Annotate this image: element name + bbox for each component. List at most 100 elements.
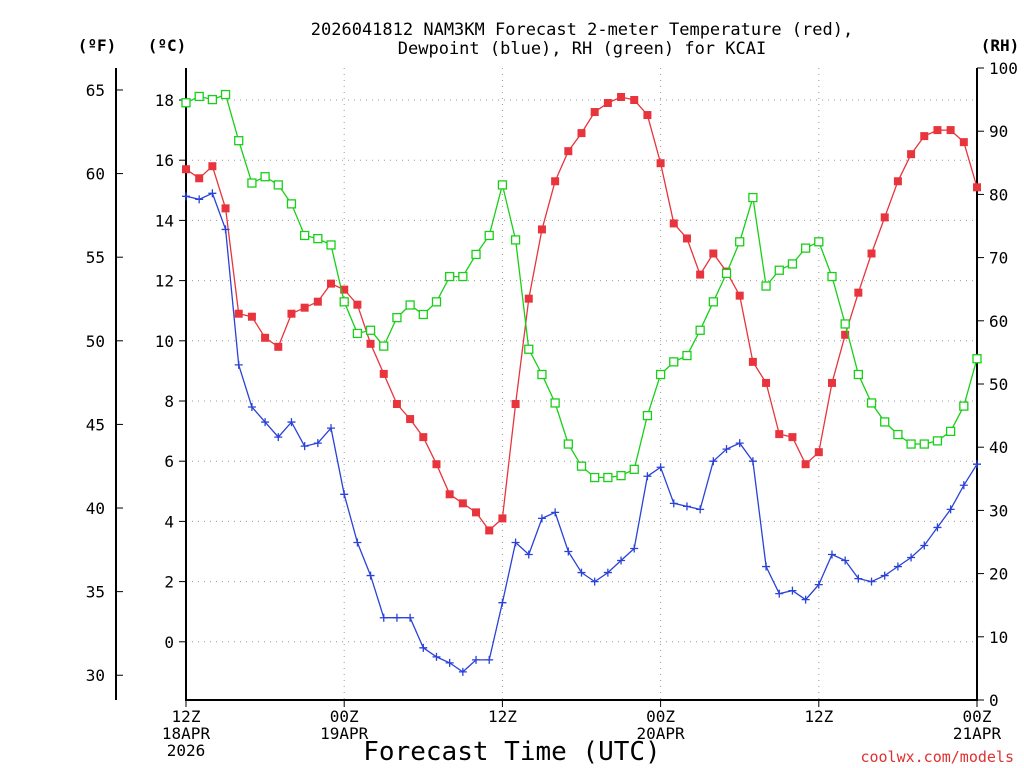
rh-point (853, 369, 863, 380)
rh-point (247, 178, 257, 188)
dewpoint-point (485, 655, 494, 664)
temperature-point (946, 126, 955, 135)
rh-point (748, 192, 758, 203)
dewpoint-point (682, 502, 691, 511)
dewpoint-point (551, 508, 560, 517)
rh-point (629, 464, 639, 474)
rh-tick-label: 0 (989, 691, 999, 710)
temperature-point (537, 225, 546, 234)
temperature-point (564, 147, 573, 156)
temperature-point (274, 342, 283, 351)
temperature-point (762, 378, 771, 387)
x-tick-label: 21APR (953, 724, 1002, 743)
temperature-point (709, 249, 718, 258)
rh-point (458, 271, 468, 282)
x-tick-label: 12Z (172, 707, 201, 726)
rh-point (655, 369, 666, 380)
temperature-point (959, 138, 968, 147)
rh-point (590, 472, 600, 483)
fahrenheit-tick-label: 35 (86, 583, 105, 602)
rh-point (880, 417, 890, 427)
dewpoint-point (379, 613, 388, 622)
temperature-point (748, 357, 757, 366)
dewpoint-point (208, 189, 217, 198)
dewpoint-point (472, 655, 481, 664)
temperature-point (392, 400, 401, 409)
series-line-dewpoint (185, 192, 978, 673)
dewpoint-point (564, 547, 573, 556)
fahrenheit-tick-label: 65 (86, 81, 105, 100)
temperature-point (590, 108, 599, 117)
temperature-point (814, 448, 823, 457)
dewpoint-point (261, 418, 270, 427)
temperature-point (551, 177, 560, 186)
rh-point (299, 230, 310, 241)
temperature-point (669, 219, 678, 228)
dewpoint-point (182, 192, 190, 201)
rh-point (273, 180, 283, 190)
fahrenheit-unit-label: (ºF) (78, 36, 117, 55)
rh-point (893, 429, 903, 440)
temperature-point (617, 92, 626, 101)
fahrenheit-tick-label: 45 (86, 415, 105, 434)
temperature-point (682, 234, 691, 243)
dewpoint-point (893, 562, 902, 571)
temperature-point (498, 514, 507, 523)
rh-point (959, 401, 969, 411)
temperature-point (379, 369, 388, 378)
dewpoint-point (445, 658, 454, 667)
temperature-point (775, 430, 784, 439)
rh-point (866, 398, 877, 408)
temperature-point (261, 333, 270, 342)
dewpoint-point (907, 553, 916, 562)
dewpoint-point (524, 550, 533, 559)
celsius-tick-label: 2 (164, 573, 174, 592)
temperature-point (920, 132, 929, 141)
rh-point (906, 439, 916, 449)
rh-point (379, 341, 389, 351)
dewpoint-point (880, 571, 889, 580)
celsius-tick-label: 6 (164, 452, 174, 471)
temperature-point (313, 297, 322, 306)
celsius-tick-label: 4 (164, 512, 174, 531)
dewpoint-point (195, 195, 204, 204)
rh-tick-label: 60 (989, 312, 1008, 331)
tick-labels: 0 2 4 6 8 10 12 14 16 18 30 35 40 45 50 55 60 65 0 10 20 30 40… (86, 59, 1018, 760)
temperature-point (419, 433, 428, 442)
temperature-point (696, 270, 705, 279)
series-layer (181, 89, 982, 676)
temperature-point (221, 204, 230, 213)
dewpoint-point (340, 490, 349, 499)
rh-point (207, 94, 218, 105)
rh-tick-label: 30 (989, 501, 1008, 520)
rh-point (431, 297, 442, 307)
rh-point (563, 439, 573, 449)
rh-tick-label: 20 (989, 565, 1008, 584)
temperature-point (353, 300, 362, 309)
rh-point (471, 249, 481, 260)
rh-point (260, 172, 270, 182)
rh-point (721, 268, 732, 279)
dewpoint-point (327, 424, 336, 433)
rh-point (814, 237, 824, 247)
temperature-point (801, 460, 810, 469)
rh-point (524, 344, 534, 354)
dewpoint-point (854, 574, 863, 583)
celsius-tick-label: 10 (155, 332, 174, 351)
dewpoint-point (234, 360, 243, 369)
rh-point (840, 319, 850, 329)
temperature-point (841, 330, 850, 339)
temperature-point (432, 460, 441, 469)
temperature-point (867, 249, 876, 258)
dewpoint-point (841, 556, 850, 565)
rh-point (181, 98, 191, 108)
x-tick-label: 00Z (646, 707, 675, 726)
dewpoint-point (959, 481, 968, 490)
fahrenheit-tick-label: 50 (86, 332, 105, 351)
dewpoint-point (458, 667, 467, 676)
rh-point (800, 243, 811, 253)
dewpoint-point (973, 460, 981, 469)
dewpoint-point (353, 538, 362, 547)
temperature-point (630, 96, 639, 104)
temperature-point (195, 174, 204, 183)
